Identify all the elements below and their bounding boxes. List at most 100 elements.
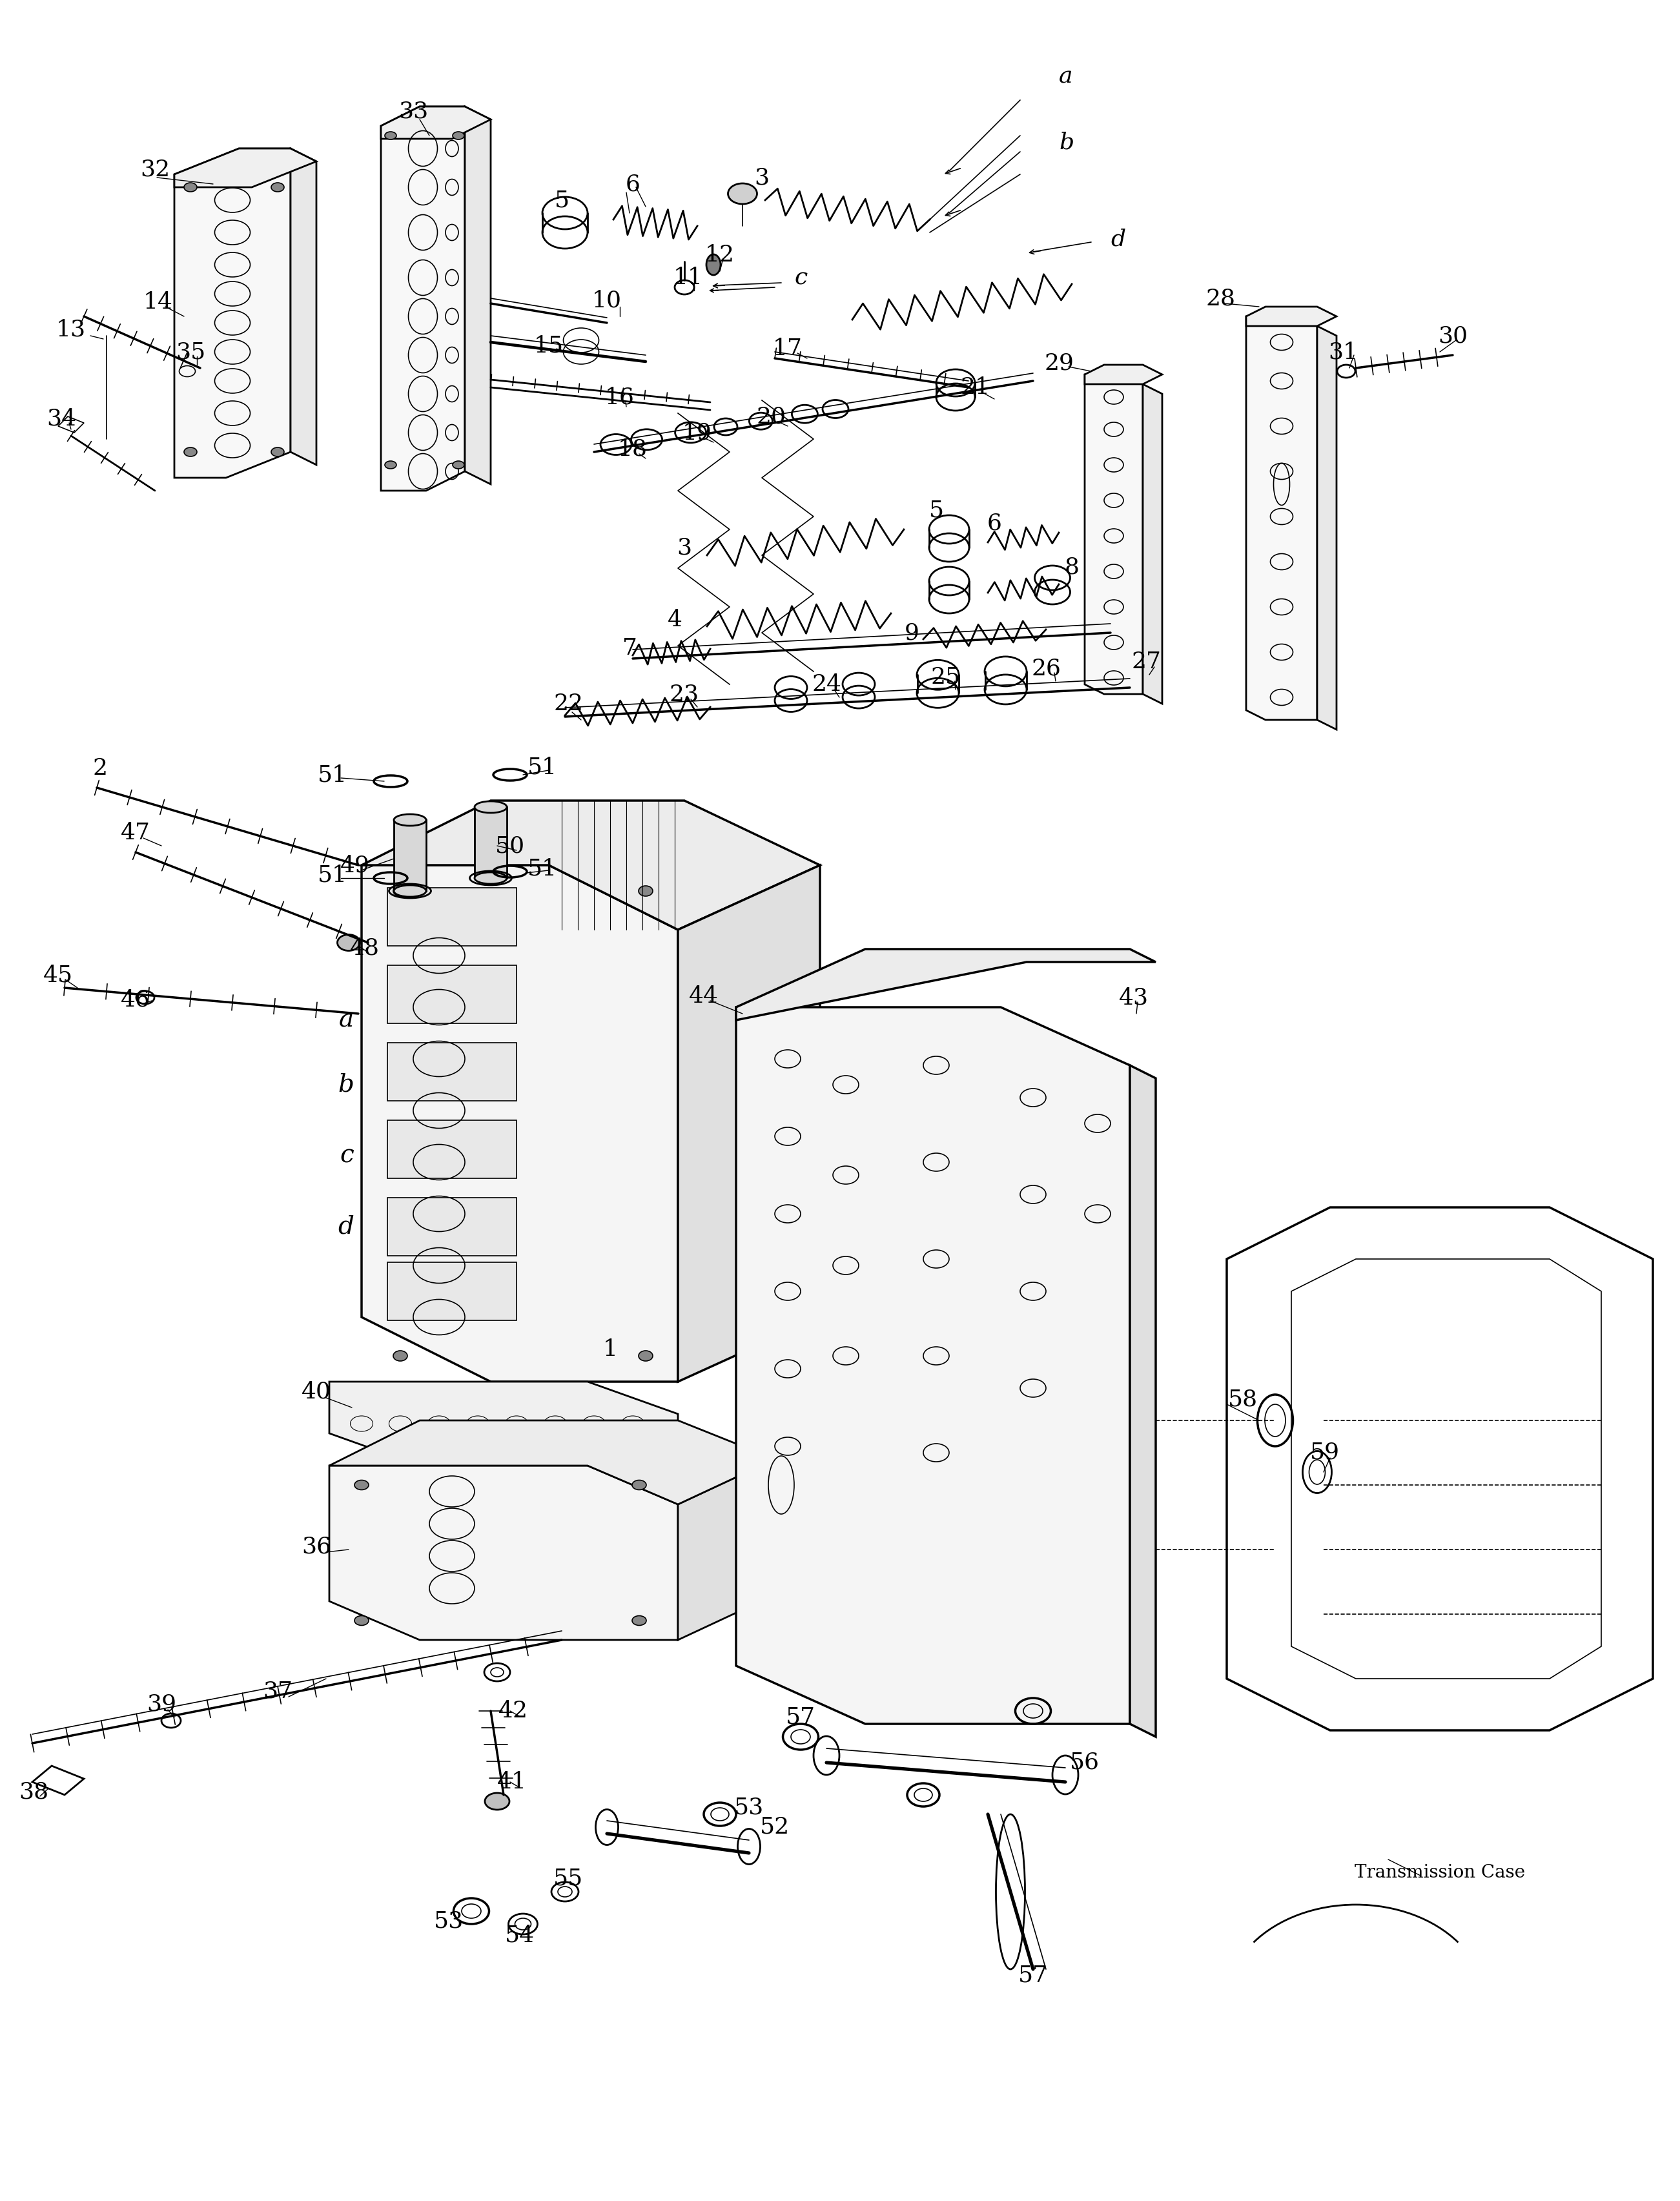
Polygon shape: [381, 106, 491, 139]
Text: 1: 1: [603, 1338, 618, 1360]
Text: 23: 23: [670, 682, 699, 704]
Ellipse shape: [185, 183, 197, 191]
Bar: [388, 1043, 516, 1100]
Polygon shape: [361, 801, 820, 929]
Text: 57: 57: [786, 1706, 815, 1728]
Ellipse shape: [727, 183, 758, 205]
Text: d: d: [1110, 229, 1126, 251]
Text: 39: 39: [146, 1693, 176, 1715]
Text: 6: 6: [986, 513, 1001, 535]
Text: 20: 20: [756, 405, 786, 427]
Text: 40: 40: [301, 1380, 331, 1402]
Text: 33: 33: [398, 99, 428, 121]
Text: 35: 35: [175, 341, 205, 363]
Text: 42: 42: [499, 1699, 528, 1721]
Text: 19: 19: [682, 423, 712, 445]
Text: 5: 5: [929, 500, 944, 522]
Text: 28: 28: [1206, 288, 1235, 310]
Text: c: c: [339, 1145, 354, 1169]
Ellipse shape: [393, 885, 408, 896]
Text: 48: 48: [349, 938, 380, 960]
Ellipse shape: [185, 447, 197, 456]
Text: 32: 32: [139, 158, 170, 180]
Bar: [393, 821, 427, 891]
Text: 51: 51: [528, 858, 558, 880]
Bar: [388, 887, 516, 946]
Ellipse shape: [632, 1616, 647, 1624]
Ellipse shape: [474, 872, 507, 885]
Text: 24: 24: [811, 674, 842, 696]
Ellipse shape: [706, 255, 721, 275]
Ellipse shape: [393, 814, 427, 825]
Polygon shape: [736, 949, 1156, 1019]
Text: 56: 56: [1070, 1752, 1099, 1774]
Ellipse shape: [452, 132, 464, 139]
Text: 31: 31: [1329, 341, 1357, 363]
Polygon shape: [361, 865, 679, 1382]
Ellipse shape: [393, 885, 427, 896]
Text: 53: 53: [734, 1796, 764, 1818]
Text: 41: 41: [497, 1772, 528, 1794]
Polygon shape: [1247, 317, 1317, 720]
Text: 10: 10: [591, 288, 622, 310]
Ellipse shape: [638, 885, 654, 896]
Text: d: d: [338, 1215, 354, 1239]
Text: 11: 11: [674, 266, 704, 288]
Polygon shape: [465, 106, 491, 484]
Text: 3: 3: [677, 537, 692, 559]
Polygon shape: [736, 1008, 1131, 1723]
Text: 18: 18: [618, 438, 647, 460]
Polygon shape: [1247, 306, 1337, 326]
Text: b: b: [338, 1072, 354, 1096]
Text: 15: 15: [534, 335, 564, 357]
Polygon shape: [329, 1382, 679, 1466]
Polygon shape: [175, 147, 316, 187]
Polygon shape: [679, 865, 820, 1382]
Text: 38: 38: [18, 1781, 49, 1803]
Ellipse shape: [354, 1479, 368, 1490]
Text: 49: 49: [341, 854, 370, 876]
Ellipse shape: [474, 801, 507, 812]
Text: 54: 54: [506, 1924, 534, 1946]
Text: 55: 55: [553, 1869, 583, 1891]
Text: 43: 43: [1119, 986, 1149, 1008]
Text: 50: 50: [496, 834, 524, 856]
Text: 51: 51: [318, 764, 348, 786]
Polygon shape: [291, 147, 316, 464]
Text: 12: 12: [706, 244, 734, 266]
Text: 25: 25: [931, 665, 961, 687]
Text: 51: 51: [318, 863, 348, 885]
Text: 21: 21: [959, 376, 990, 398]
Text: 14: 14: [143, 291, 173, 313]
Text: Transmission Case: Transmission Case: [1354, 1864, 1525, 1882]
Text: b: b: [1058, 132, 1074, 154]
Text: 59: 59: [1310, 1442, 1339, 1464]
Polygon shape: [1317, 326, 1337, 729]
Text: 45: 45: [44, 964, 72, 986]
Text: 29: 29: [1043, 352, 1074, 374]
Text: 16: 16: [605, 385, 635, 407]
Ellipse shape: [270, 183, 284, 191]
Text: 52: 52: [759, 1816, 790, 1838]
Text: 47: 47: [121, 821, 151, 843]
Ellipse shape: [270, 447, 284, 456]
Text: c: c: [795, 266, 806, 288]
Ellipse shape: [632, 1479, 647, 1490]
Text: 36: 36: [301, 1536, 331, 1558]
Polygon shape: [1131, 1065, 1156, 1737]
Polygon shape: [1142, 385, 1163, 704]
Text: 5: 5: [554, 189, 570, 211]
Polygon shape: [329, 1420, 774, 1503]
Ellipse shape: [385, 460, 396, 469]
Text: 37: 37: [262, 1682, 292, 1704]
Text: 27: 27: [1131, 651, 1161, 674]
Ellipse shape: [393, 1351, 408, 1360]
Ellipse shape: [385, 132, 396, 139]
Text: a: a: [1058, 66, 1074, 88]
Bar: [388, 1261, 516, 1321]
Polygon shape: [329, 1466, 679, 1640]
Polygon shape: [175, 147, 291, 478]
Bar: [388, 1197, 516, 1257]
Ellipse shape: [338, 935, 360, 951]
Text: 13: 13: [55, 319, 86, 341]
